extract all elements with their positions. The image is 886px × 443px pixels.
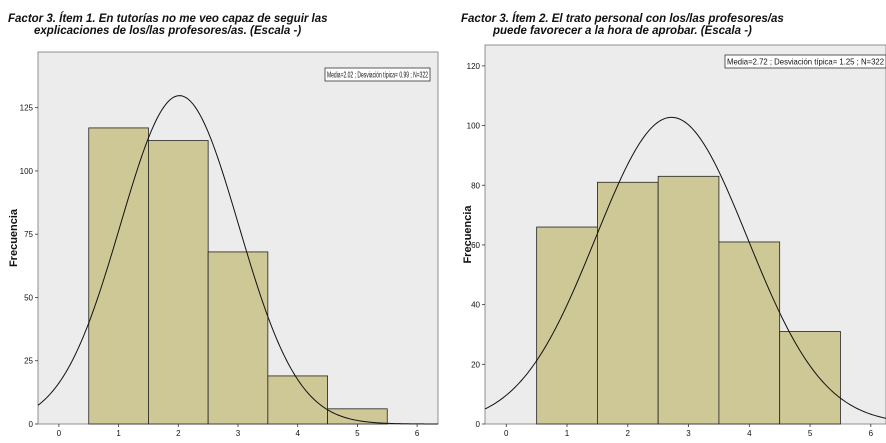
chart-title-line-1: Factor 3. Ítem 1. En tutorías no me veo … [8, 13, 328, 25]
y-tick-label: 25 [24, 357, 33, 366]
x-tick-label: 3 [236, 429, 241, 438]
histogram-bar [718, 241, 781, 425]
chart-title-line-1: Factor 3. Ítem 2. El trato personal con … [461, 13, 784, 25]
chart-title: Factor 3. Ítem 1. En tutorías no me veo … [8, 13, 328, 37]
y-tick-label: 20 [471, 360, 480, 369]
histogram-bar [779, 331, 841, 425]
stats-box [724, 54, 886, 69]
stats-label: Media=2.02 ; Desviación típica= 0.99 ; N… [327, 70, 428, 80]
y-tick-label: 80 [471, 181, 480, 190]
y-tick-label: 120 [467, 62, 481, 71]
chart-title-line-2: puede favorecer a la hora de aprobar. (E… [493, 25, 752, 37]
histogram-chart: 0 25 50 75 100 125 0 1 2 3 4 5 6 Frecuencia Media=2.02… [8, 51, 439, 438]
histogram-panel-item-2: Factor 3. Ítem 2. El trato personal con … [443, 0, 886, 443]
x-tick-label: 1 [565, 429, 570, 438]
y-tick-label: 75 [24, 230, 33, 239]
chart-title-line-2: explicaciones de los/las profesores/as. … [34, 25, 302, 37]
chart-title: Factor 3. Ítem 2. El trato personal con … [461, 13, 784, 37]
histogram-bar [148, 140, 209, 425]
y-axis-label: Frecuencia [462, 205, 474, 264]
histogram-bar [327, 408, 388, 425]
x-tick-label: 4 [295, 429, 300, 438]
normal-curve [484, 116, 886, 419]
histogram-panel-item-1: Factor 3. Ítem 1. En tutorías no me veo … [8, 13, 439, 438]
x-tick-label: 1 [116, 429, 121, 438]
y-tick-label: 100 [20, 167, 34, 176]
histogram-bar [597, 181, 659, 425]
x-tick-label: 6 [415, 429, 420, 438]
y-tick-label: 0 [29, 420, 34, 429]
histogram-bar [657, 175, 720, 425]
x-tick-label: 2 [626, 429, 631, 438]
x-tick-label: 6 [869, 429, 874, 438]
y-tick-label: 125 [20, 104, 34, 113]
y-tick-label: 100 [467, 122, 481, 131]
x-tick-label: 4 [747, 429, 752, 438]
histogram-chart: 0 20 40 60 80 100 120 0 1 2 3 4 5 6 Frecuencia Media=2.… [462, 44, 886, 438]
histogram-bar [88, 127, 149, 425]
x-tick-label: 5 [355, 429, 360, 438]
stats-box [324, 67, 431, 82]
y-axis-label: Frecuencia [8, 208, 20, 267]
stats-label: Media=2.72 ; Desviación típica= 1.25 ; N… [727, 57, 884, 67]
histogram-bar [536, 226, 598, 425]
y-tick-label: 40 [471, 301, 480, 310]
x-tick-label: 3 [686, 429, 691, 438]
x-tick-label: 0 [57, 429, 62, 438]
normal-curve [37, 95, 439, 425]
y-tick-label: 50 [24, 293, 33, 302]
x-tick-label: 0 [504, 429, 509, 438]
y-tick-label: 0 [476, 420, 481, 429]
x-tick-label: 5 [808, 429, 813, 438]
histogram-bar [207, 251, 269, 425]
histogram-bar [267, 375, 328, 425]
y-tick-label: 60 [471, 241, 480, 250]
x-tick-label: 2 [176, 429, 181, 438]
